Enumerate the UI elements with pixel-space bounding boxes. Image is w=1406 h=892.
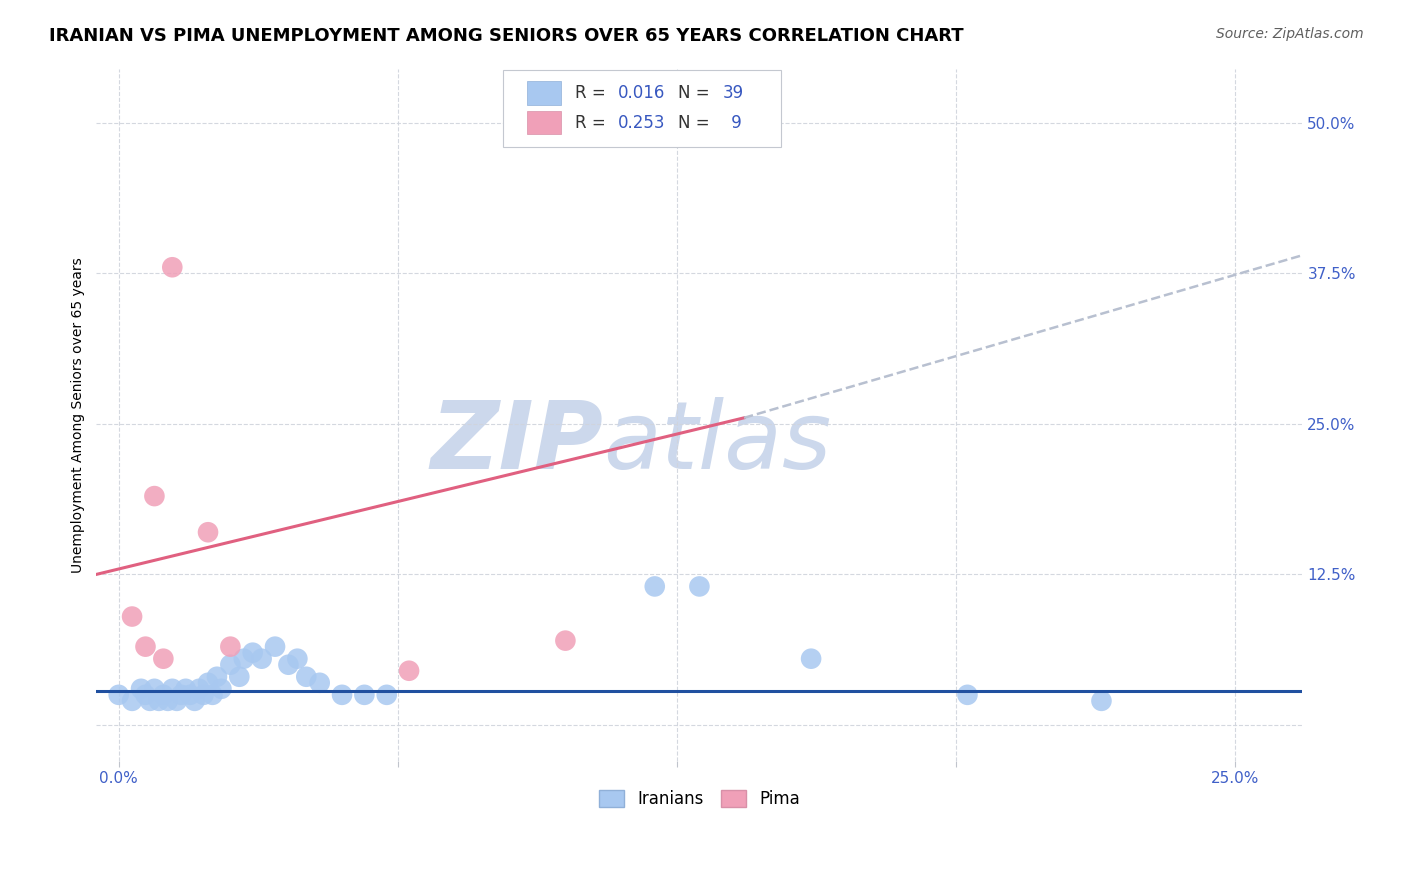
Iranians — [219, 657, 242, 672]
Text: 39: 39 — [723, 84, 744, 102]
Iranians — [287, 651, 309, 665]
Iranians — [188, 681, 211, 696]
Iranians — [330, 688, 353, 702]
Iranians — [107, 688, 129, 702]
Iranians — [156, 694, 179, 708]
Pima — [143, 489, 166, 503]
Iranians — [121, 694, 143, 708]
Iranians — [308, 675, 330, 690]
Pima — [134, 640, 156, 654]
Iranians — [152, 688, 174, 702]
Iranians — [353, 688, 375, 702]
Text: atlas: atlas — [603, 397, 831, 488]
Iranians — [139, 694, 162, 708]
Iranians — [688, 579, 710, 593]
Pima — [554, 633, 576, 648]
Pima — [197, 525, 219, 540]
Iranians — [295, 670, 318, 684]
Iranians — [148, 694, 170, 708]
Iranians — [166, 694, 188, 708]
Iranians — [193, 688, 215, 702]
Iranians — [129, 681, 152, 696]
Text: 0.016: 0.016 — [617, 84, 665, 102]
Iranians — [956, 688, 979, 702]
Iranians — [264, 640, 287, 654]
Iranians — [644, 579, 666, 593]
Text: N =: N = — [678, 113, 710, 131]
Legend: Iranians, Pima: Iranians, Pima — [592, 783, 806, 815]
Text: R =: R = — [575, 84, 612, 102]
Text: R =: R = — [575, 113, 612, 131]
Pima — [121, 609, 143, 624]
Iranians — [277, 657, 299, 672]
Pima — [152, 651, 174, 665]
Pima — [398, 664, 420, 678]
Iranians — [375, 688, 398, 702]
Iranians — [232, 651, 254, 665]
Iranians — [1090, 694, 1112, 708]
Iranians — [228, 670, 250, 684]
Text: N =: N = — [678, 84, 710, 102]
FancyBboxPatch shape — [503, 70, 782, 147]
FancyBboxPatch shape — [527, 111, 561, 135]
Iranians — [242, 646, 264, 660]
Text: IRANIAN VS PIMA UNEMPLOYMENT AMONG SENIORS OVER 65 YEARS CORRELATION CHART: IRANIAN VS PIMA UNEMPLOYMENT AMONG SENIO… — [49, 27, 965, 45]
Iranians — [205, 670, 228, 684]
Iranians — [162, 681, 184, 696]
Iranians — [197, 675, 219, 690]
Iranians — [174, 681, 197, 696]
Iranians — [170, 688, 193, 702]
Iranians — [250, 651, 273, 665]
Text: ZIP: ZIP — [430, 397, 603, 489]
Y-axis label: Unemployment Among Seniors over 65 years: Unemployment Among Seniors over 65 years — [72, 257, 86, 573]
Iranians — [183, 694, 205, 708]
Pima — [162, 260, 184, 275]
Text: 9: 9 — [725, 113, 742, 131]
Iranians — [143, 681, 166, 696]
Text: Source: ZipAtlas.com: Source: ZipAtlas.com — [1216, 27, 1364, 41]
Iranians — [201, 688, 224, 702]
Pima — [219, 640, 242, 654]
Iranians — [209, 681, 232, 696]
FancyBboxPatch shape — [527, 81, 561, 104]
Text: 0.253: 0.253 — [617, 113, 665, 131]
Iranians — [800, 651, 823, 665]
Iranians — [134, 688, 156, 702]
Iranians — [179, 688, 201, 702]
